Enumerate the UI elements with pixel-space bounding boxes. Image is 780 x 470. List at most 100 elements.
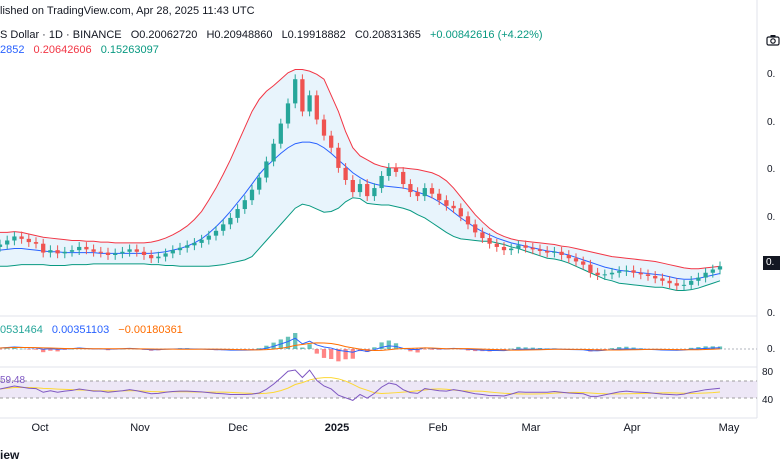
candle-body (113, 253, 118, 255)
macd-signal-value: −0.00180361 (118, 324, 183, 336)
rsi-axis-label: 40 (762, 395, 774, 406)
candle-body (480, 232, 485, 239)
macd-histogram-bar (624, 346, 629, 349)
candle-body (379, 175, 384, 189)
macd-histogram-bar (343, 349, 348, 360)
candle-body (487, 238, 492, 244)
candle-body (77, 246, 82, 251)
macd-legend[interactable]: 0531464 0.00351103 −0.00180361 (0, 324, 189, 336)
candle-body (372, 188, 377, 197)
candle-body (235, 209, 240, 218)
rsi-axis-label: 80 (762, 367, 774, 378)
macd-histogram-bar (379, 342, 384, 349)
macd-histogram-bar (19, 348, 24, 350)
candle-body (257, 177, 262, 190)
time-axis-label: May (719, 422, 740, 434)
time-axis-label: Feb (429, 422, 448, 434)
candle-body (595, 272, 600, 276)
macd-histogram-bar (408, 349, 413, 352)
bb-legend[interactable]: 2852 0.20642606 0.15263097 (0, 44, 165, 56)
bb-lower-line (0, 197, 721, 291)
candle-body (653, 275, 658, 279)
candle-body (588, 264, 593, 273)
candle-body (523, 245, 528, 248)
macd-histogram-bar (696, 347, 701, 349)
candle-body (609, 272, 615, 275)
candle-body (365, 184, 370, 197)
macd-histogram-bar (415, 349, 420, 353)
candle-body (501, 246, 507, 251)
publish-line: lished on TradingView.com, Apr 28, 2025 … (0, 5, 255, 17)
candle-body (530, 247, 535, 250)
time-axis-label: Nov (130, 422, 150, 434)
symbol-label[interactable]: S Dollar · 1D · BINANCE (0, 29, 122, 41)
rsi-legend[interactable]: 59.48 (0, 375, 26, 386)
close-value: C0.20831365 (354, 29, 421, 41)
macd-pane (0, 333, 757, 362)
macd-histogram-bar (689, 347, 694, 349)
price-axis-label: 0. (767, 69, 775, 80)
candle-body (293, 79, 298, 104)
macd-histogram-bar (12, 347, 17, 349)
candle-body (55, 250, 60, 254)
macd-histogram-bar (422, 349, 427, 350)
macd-histogram-bar (41, 349, 46, 353)
macd-histogram-bar (264, 345, 269, 349)
macd-histogram-bar (350, 349, 355, 359)
candle-body (494, 243, 499, 247)
candle-body (5, 240, 10, 245)
time-axis-label: Dec (228, 422, 248, 434)
candle-body (278, 123, 283, 144)
low-value: L0.19918882 (281, 29, 346, 41)
candle-body (667, 280, 672, 284)
macd-histogram-bar (69, 348, 75, 350)
macd-histogram-bar (617, 347, 622, 349)
candle-body (264, 161, 269, 178)
candle-body (681, 284, 687, 286)
candle-body (62, 251, 67, 254)
ohlc-legend: S Dollar · 1D · BINANCE O0.20062720 H0.2… (0, 29, 549, 41)
macd-histogram-bar (437, 349, 442, 350)
candle-body (141, 251, 147, 255)
macd-histogram-bar (33, 349, 39, 350)
camera-icon[interactable] (766, 34, 780, 46)
candle-body (617, 271, 622, 273)
macd-axis-label: 0. (767, 344, 775, 355)
candle-body (192, 242, 197, 246)
candle-body (213, 230, 219, 236)
macd-histogram-bar (530, 347, 535, 349)
candle-body (343, 167, 348, 180)
change-value: +0.00842616 (+4.22%) (429, 29, 543, 41)
candle-body (401, 171, 406, 185)
candle-body (271, 143, 276, 162)
candle-body (12, 236, 17, 241)
macd-histogram-bar (293, 333, 298, 349)
candle-body (451, 205, 456, 209)
macd-hist-value: 0531464 (0, 324, 43, 336)
candle-body (285, 103, 291, 124)
price-axis-label: 0. (767, 212, 775, 223)
candle-body (149, 255, 154, 259)
macd-histogram-bar (0, 349, 3, 350)
macd-histogram-bar (336, 349, 341, 362)
candle-body (105, 252, 111, 255)
candle-body (206, 235, 211, 240)
candle-body (242, 200, 247, 210)
open-value: O0.20062720 (130, 29, 198, 41)
candle-body (0, 244, 3, 247)
macd-line-value: 0.00351103 (51, 324, 110, 336)
candle-body (350, 180, 355, 193)
candle-body (631, 270, 636, 273)
macd-histogram-bar (307, 344, 312, 349)
candle-body (228, 217, 233, 225)
macd-histogram-bar (257, 348, 262, 349)
time-axis-label: Apr (623, 422, 640, 434)
macd-histogram-bar (55, 349, 60, 352)
macd-histogram-bar (285, 336, 291, 349)
candle-body (473, 224, 478, 233)
macd-histogram-bar (249, 349, 255, 350)
macd-histogram-bar (300, 347, 305, 349)
candle-body (437, 193, 442, 201)
candle-body (314, 95, 319, 120)
